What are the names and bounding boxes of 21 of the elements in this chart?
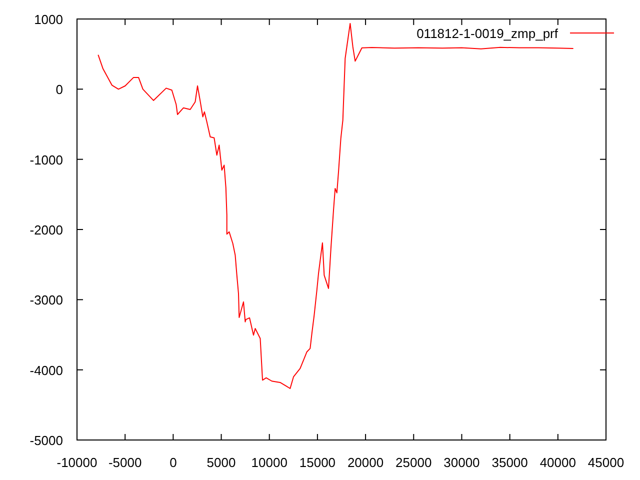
y-tick-label: -5000 bbox=[30, 433, 63, 448]
x-tick-label: 0 bbox=[170, 455, 177, 470]
x-tick-label: 5000 bbox=[206, 455, 236, 470]
x-tick-label: 25000 bbox=[396, 455, 432, 470]
x-tick-label: -5000 bbox=[108, 455, 142, 470]
y-tick-label: -4000 bbox=[30, 362, 63, 378]
x-tick-label: 35000 bbox=[492, 455, 528, 470]
y-tick-label: -1000 bbox=[30, 152, 63, 168]
y-tick-label: 0 bbox=[56, 82, 63, 98]
x-tick-label: 20000 bbox=[347, 455, 384, 470]
x-tick-label: 15000 bbox=[299, 455, 336, 470]
line-series bbox=[98, 22, 574, 389]
x-tick-label: 45000 bbox=[588, 455, 624, 470]
legend-label: 011812-1-0019_zmp_prf bbox=[416, 26, 558, 41]
x-tick-label: 30000 bbox=[444, 455, 480, 470]
y-tick-label: -2000 bbox=[30, 222, 63, 238]
x-tick-label: 40000 bbox=[540, 455, 576, 470]
x-tick-label: 10000 bbox=[251, 455, 288, 470]
y-tick-label: 1000 bbox=[34, 12, 63, 27]
x-tick-label: -10000 bbox=[56, 455, 98, 470]
y-tick-label: -3000 bbox=[30, 292, 63, 308]
